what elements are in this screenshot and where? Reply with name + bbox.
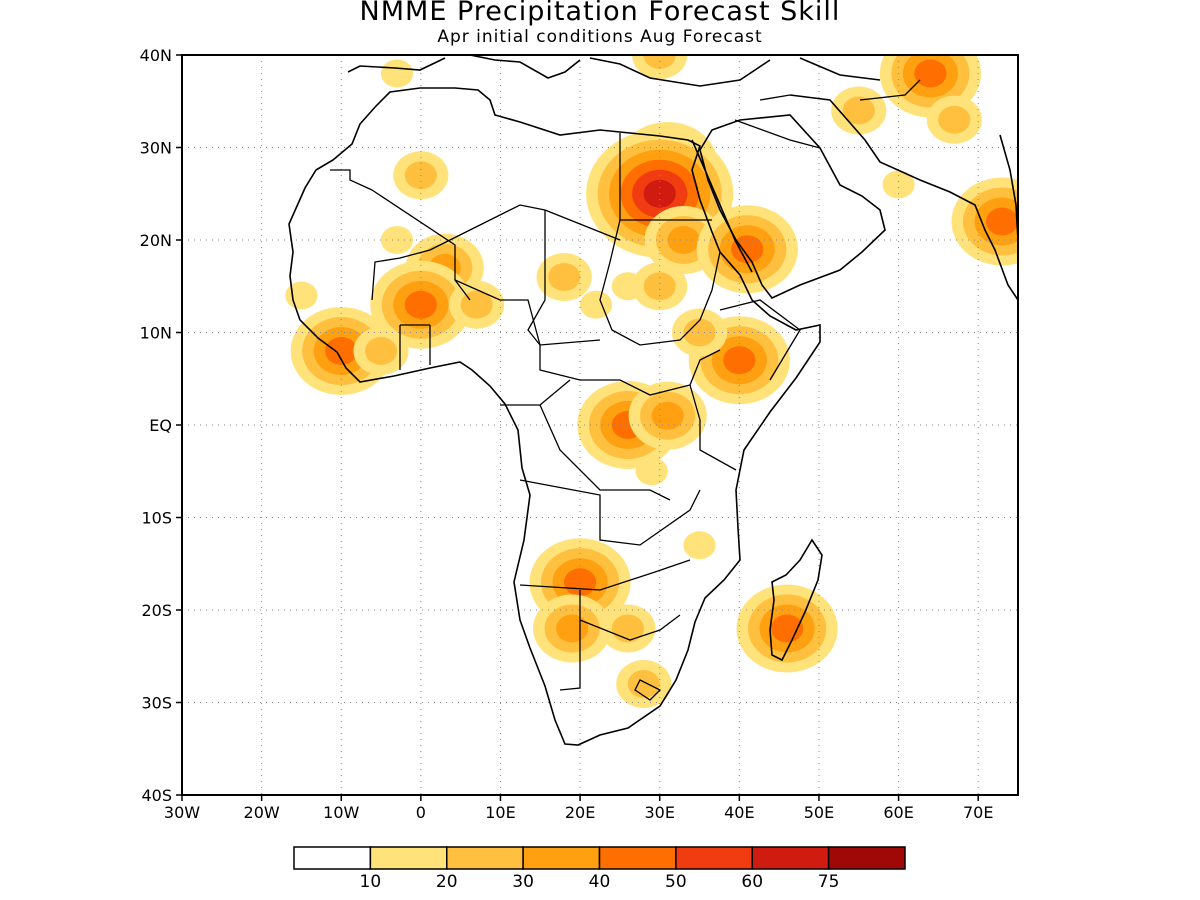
africa-coastline bbox=[288, 87, 821, 746]
lat-tick-label: EQ bbox=[149, 416, 172, 435]
lon-tick-label: 10W bbox=[323, 803, 359, 822]
lat-tick-label: 20S bbox=[141, 601, 172, 620]
skill-region-11-level-2 bbox=[364, 337, 398, 365]
latitude-axis-labels: 40N 30N 20N 10N EQ 10S 20S 30S 40S bbox=[140, 46, 182, 805]
skill-region-6-level-1 bbox=[380, 226, 414, 254]
skill-region-26-level-1 bbox=[683, 531, 716, 560]
colorbar-label: 30 bbox=[512, 872, 534, 892]
skill-region-14-level-1 bbox=[579, 290, 613, 319]
skill-region-27-level-4 bbox=[914, 59, 947, 88]
colorbar: 10 20 30 40 50 60 75 bbox=[293, 846, 906, 892]
lon-tick-label: 40E bbox=[724, 803, 754, 822]
colorbar-label: 60 bbox=[741, 872, 763, 892]
colorbar-swatch bbox=[827, 846, 906, 870]
lat-tick-label: 10S bbox=[141, 509, 172, 528]
colorbar-label: 50 bbox=[665, 872, 687, 892]
lat-tick-label: 10N bbox=[140, 324, 172, 343]
map-subtitle: Apr initial conditions Aug Forecast bbox=[437, 27, 763, 47]
colorbar-label: 75 bbox=[818, 872, 840, 892]
colorbar-label: 40 bbox=[589, 872, 611, 892]
gridlines bbox=[182, 55, 1018, 795]
red-sea-coast bbox=[691, 139, 753, 273]
skill-region-17-level-2 bbox=[683, 318, 716, 347]
skill-region-16-level-4 bbox=[723, 346, 756, 375]
lon-tick-label: 30E bbox=[644, 803, 674, 822]
skill-region-19-level-3 bbox=[651, 401, 684, 430]
colorbar-swatch bbox=[751, 846, 830, 870]
skill-region-33-level-1 bbox=[882, 170, 915, 199]
skill-region-32-level-1 bbox=[380, 59, 414, 88]
lon-tick-label: 20E bbox=[565, 803, 595, 822]
skill-region-2-level-3 bbox=[667, 226, 700, 254]
skill-region-28-level-2 bbox=[938, 105, 971, 134]
colorbar-swatch bbox=[369, 846, 448, 870]
skill-region-10-level-4 bbox=[325, 337, 358, 365]
colorbar-swatch bbox=[675, 846, 753, 870]
skill-region-8-level-4 bbox=[404, 290, 437, 319]
skill-region-20-level-1 bbox=[635, 457, 668, 486]
skill-region-22-level-3 bbox=[556, 614, 589, 643]
colorbar-swatch bbox=[293, 846, 372, 870]
skill-region-4-level-1 bbox=[611, 272, 644, 301]
skill-region-25-level-4 bbox=[771, 614, 804, 643]
lat-tick-label: 20N bbox=[140, 231, 172, 250]
skill-region-24-level-2 bbox=[627, 670, 660, 698]
colorbar-label: 10 bbox=[360, 872, 382, 892]
colorbar-swatch bbox=[598, 846, 677, 870]
skill-region-29-level-4 bbox=[985, 207, 1018, 236]
country-borders bbox=[330, 79, 921, 701]
lon-tick-label: 60E bbox=[883, 803, 913, 822]
skill-region-23-level-2 bbox=[611, 614, 644, 643]
lat-tick-label: 40S bbox=[141, 786, 172, 805]
madagascar-coastline bbox=[769, 538, 823, 662]
lon-tick-label: 10E bbox=[485, 803, 515, 822]
skill-region-30-level-2 bbox=[842, 96, 875, 125]
lat-tick-label: 30N bbox=[140, 139, 172, 158]
skill-region-12-level-1 bbox=[285, 281, 318, 310]
lat-tick-label: 40N bbox=[140, 46, 172, 65]
skill-region-3-level-2 bbox=[643, 272, 676, 301]
lon-tick-label: 20W bbox=[244, 803, 280, 822]
lon-tick-label: 0 bbox=[416, 803, 426, 822]
lon-tick-label: 70E bbox=[963, 803, 993, 822]
longitude-axis-labels: 30W 20W 10W 0 10E 20E 30E 40E 50E 60E 70E bbox=[164, 795, 993, 822]
asia-coastline bbox=[789, 94, 1018, 301]
skill-region-15-level-4 bbox=[731, 235, 764, 264]
europe-coastline bbox=[347, 55, 881, 87]
colorbar-swatch bbox=[522, 846, 601, 870]
lon-tick-label: 50E bbox=[804, 803, 834, 822]
lat-tick-label: 30S bbox=[141, 694, 172, 713]
skill-region-13-level-2 bbox=[548, 263, 581, 291]
map-title: NMME Precipitation Forecast Skill bbox=[359, 0, 841, 27]
lon-tick-label: 30W bbox=[164, 803, 200, 822]
colorbar-label: 20 bbox=[436, 872, 458, 892]
colorbar-swatch bbox=[446, 846, 524, 870]
